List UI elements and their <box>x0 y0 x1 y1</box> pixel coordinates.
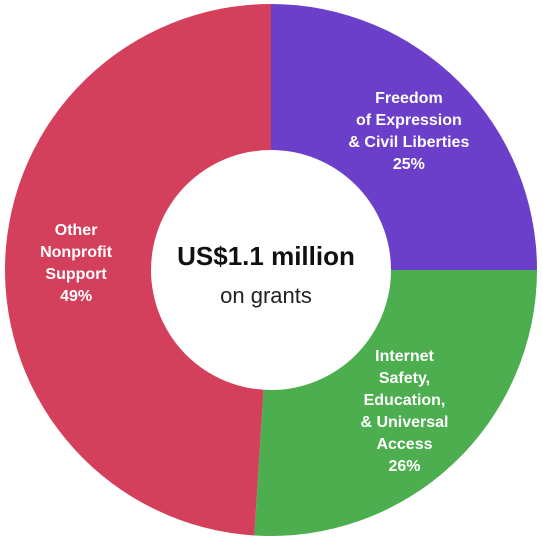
label-line: Education, <box>364 392 446 409</box>
slice-label: Internet Safety, Education, & Universal Acce… <box>360 348 448 475</box>
label-line: Access <box>376 436 432 453</box>
label-line: & Universal <box>360 414 448 431</box>
slice-label: Other Nonprofit Support 49% <box>40 222 113 305</box>
label-line: Safety, <box>379 370 430 387</box>
donut-hole <box>151 150 391 390</box>
value-label: 26% <box>388 458 420 475</box>
value-label: 49% <box>60 288 92 305</box>
labels: Freedom of Expression & Civil Liberties 25%… <box>40 90 469 475</box>
label-line: & Civil Liberties <box>348 134 469 151</box>
center-title: US$1.1 million <box>177 241 355 271</box>
center-subtitle: on grants <box>220 283 312 308</box>
label-line: Freedom <box>375 90 443 107</box>
label-line: Nonprofit <box>40 244 113 261</box>
label-line: of Expression <box>356 112 462 129</box>
label-line: Other <box>55 222 98 239</box>
value-label: 25% <box>393 156 425 173</box>
label-line: Internet <box>375 348 434 365</box>
slice <box>4 4 272 536</box>
label-line: Support <box>45 266 107 283</box>
slice-label: Freedom of Expression & Civil Liberties 25% <box>348 90 469 173</box>
